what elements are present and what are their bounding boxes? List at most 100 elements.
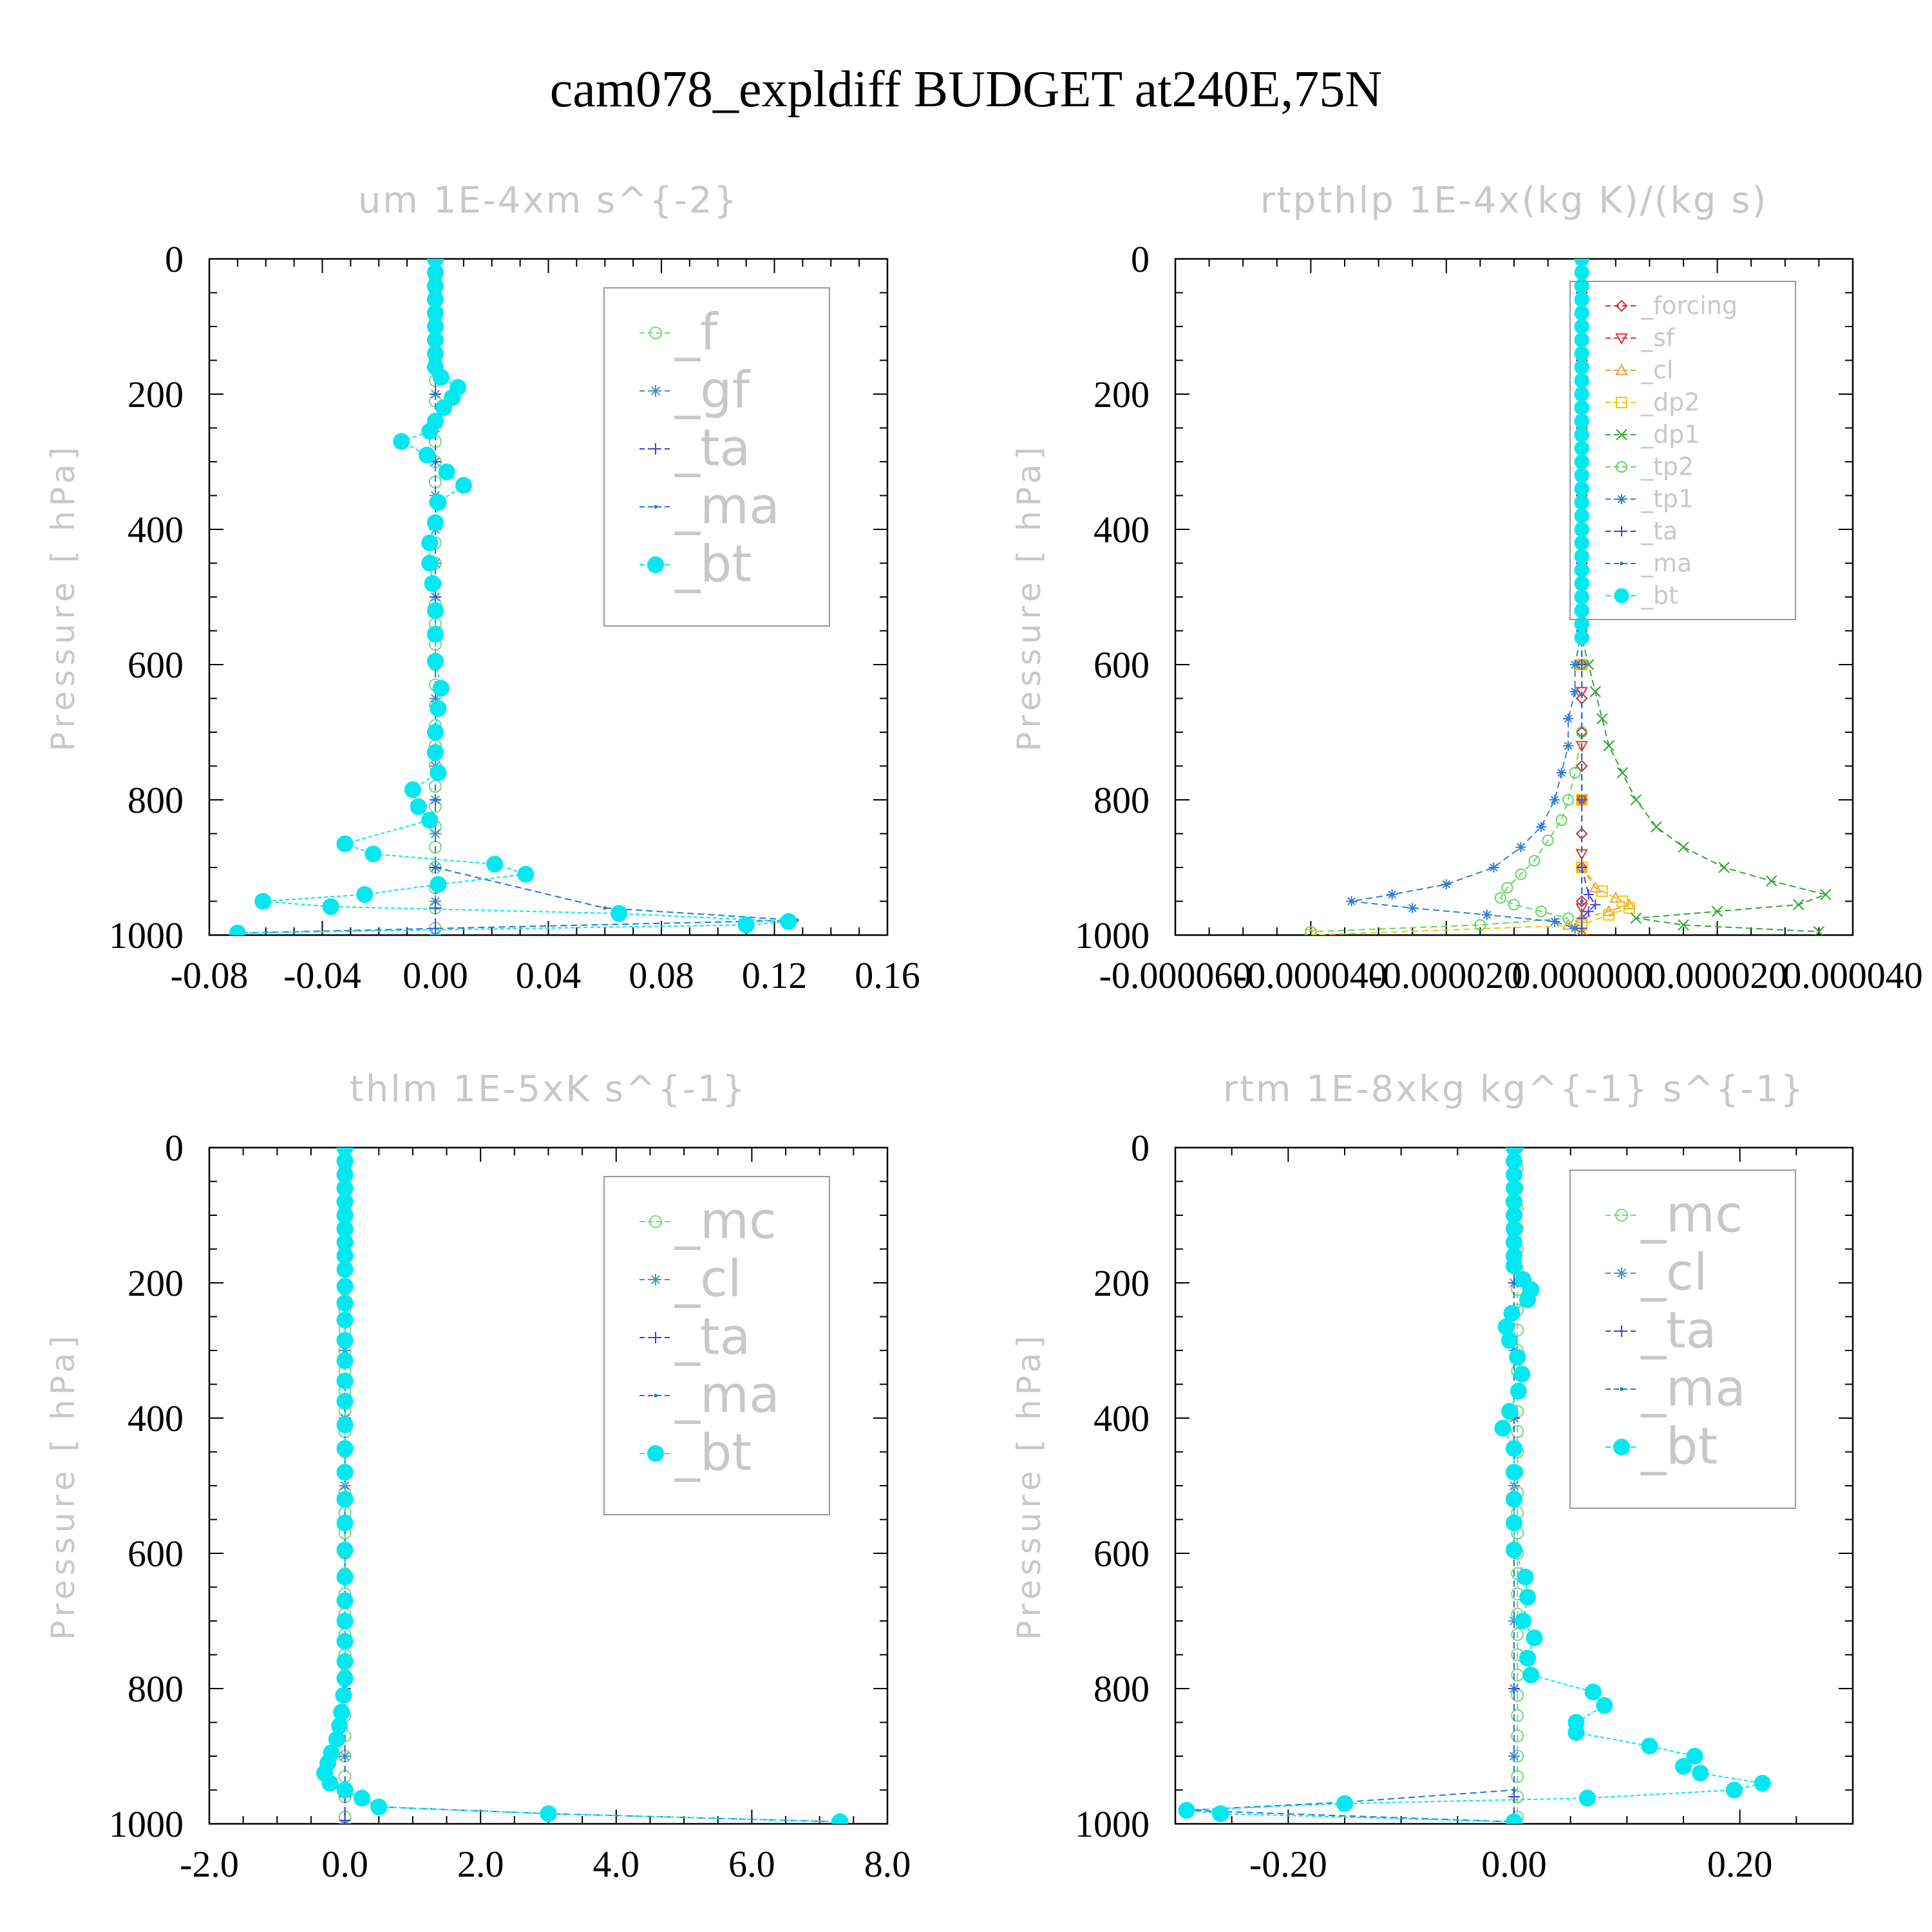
- data-point: [336, 1152, 354, 1170]
- data-point: [432, 368, 450, 386]
- data-point: [1514, 1612, 1532, 1630]
- legend-marker: [654, 1394, 658, 1397]
- data-point: [1692, 1765, 1709, 1782]
- panel-title: um 1E-4xm s^{-2}: [358, 180, 739, 222]
- legend: _f_gf_ta_ma_bt: [603, 287, 830, 627]
- data-point: [336, 1332, 354, 1349]
- data-point: [1569, 767, 1581, 779]
- data-point: [1718, 862, 1730, 873]
- legend-item-ta: _ta: [1605, 1302, 1716, 1360]
- data-point: [1678, 841, 1689, 853]
- data-point: [1508, 1791, 1520, 1803]
- data-point: [336, 1193, 354, 1211]
- data-point: [1549, 916, 1560, 927]
- data-point: [336, 1352, 354, 1369]
- legend-box: [603, 287, 830, 627]
- x-tick-label: 6.0: [728, 1843, 775, 1885]
- data-point: [336, 1392, 354, 1410]
- legend-label: _mc: [674, 1193, 777, 1251]
- data-point: [1651, 821, 1662, 833]
- data-point: [1505, 1206, 1523, 1224]
- legend-item-ma: _ma: [1605, 1360, 1746, 1418]
- data-point: [1574, 373, 1589, 388]
- legend-marker: [1616, 526, 1627, 536]
- data-point: [1512, 1687, 1516, 1690]
- data-point: [393, 433, 410, 450]
- series-ma: [1184, 1148, 1516, 1824]
- data-point: [1505, 1152, 1523, 1170]
- x-tick-label: -0.000020: [1370, 954, 1522, 996]
- legend-item-tp1: _tp1: [1605, 485, 1694, 513]
- y-tick-label: 200: [128, 1262, 184, 1304]
- data-point: [831, 1813, 849, 1824]
- data-point: [1596, 1697, 1613, 1714]
- data-point: [336, 1206, 354, 1224]
- figure-title: cam078_expldiff BUDGET at240E,75N: [550, 61, 1382, 118]
- data-point: [1576, 925, 1587, 935]
- legend-label: _cl: [1640, 356, 1673, 384]
- data-point: [426, 290, 444, 308]
- legend-marker: [1616, 461, 1627, 473]
- data-point: [365, 845, 382, 863]
- data-point: [328, 1730, 346, 1748]
- data-point: [404, 781, 421, 799]
- data-point: [1569, 659, 1580, 670]
- data-point: [540, 1805, 557, 1823]
- legend-marker: [1613, 1438, 1631, 1456]
- y-tick-label: 600: [128, 1533, 184, 1575]
- data-point: [370, 1798, 388, 1815]
- chart-panel-3: thlm 1E-5xK s^{-1} Pressure [ hPa] 0 200 400…: [44, 1068, 911, 1885]
- data-point: [1574, 481, 1589, 497]
- data-point: [336, 1416, 354, 1434]
- series-line: [1186, 1148, 1515, 1823]
- legend-item-forcing: _forcing: [1605, 292, 1738, 320]
- data-point: [1602, 905, 1615, 916]
- data-point: [780, 913, 797, 931]
- data-point: [426, 601, 444, 620]
- data-point: [336, 1233, 354, 1251]
- y-tick-label: 0: [1131, 238, 1150, 280]
- data-point: [1503, 1305, 1520, 1322]
- chart-panel-1: um 1E-4xm s^{-2} Pressure [ hPa] 0 200 400 60…: [44, 180, 920, 996]
- legend-box: [603, 1176, 830, 1515]
- data-point: [1574, 495, 1589, 510]
- data-point: [339, 1814, 351, 1824]
- legend-item-gf: _gf: [639, 362, 751, 420]
- x-tick-label: 0.0: [321, 1843, 368, 1885]
- data-point: [1519, 1589, 1537, 1606]
- series-bt: [229, 259, 797, 935]
- data-point: [336, 1311, 354, 1329]
- y-tick-label: 1000: [109, 914, 184, 956]
- legend-item-cl: _cl: [639, 1251, 742, 1309]
- data-point: [1623, 898, 1636, 910]
- data-point: [1505, 1179, 1523, 1197]
- legend-marker: [1616, 1325, 1627, 1337]
- data-point: [1346, 896, 1357, 907]
- x-tick-label: 0.20: [1707, 1843, 1773, 1885]
- y-tick-label: 400: [128, 509, 184, 551]
- data-point: [336, 1247, 354, 1265]
- data-point: [430, 876, 447, 893]
- data-point: [1494, 1419, 1511, 1437]
- data-point: [1574, 468, 1589, 483]
- legend-label: _ma: [1640, 1360, 1746, 1418]
- x-tick-label: 2.0: [457, 1843, 504, 1885]
- data-point: [1569, 687, 1580, 697]
- data-point: [1574, 386, 1589, 402]
- legend-marker: [1614, 588, 1629, 603]
- data-point: [1574, 292, 1589, 307]
- data-point: [1505, 1257, 1523, 1274]
- legend-marker: [650, 443, 661, 455]
- data-point: [1511, 1770, 1524, 1783]
- y-tick-label: 400: [1094, 1397, 1150, 1439]
- data-point: [1511, 1425, 1524, 1438]
- data-point: [1305, 925, 1317, 935]
- legend-box: [1569, 1170, 1796, 1509]
- legend-item-f: _f: [639, 304, 719, 362]
- data-point: [1488, 862, 1499, 873]
- data-point: [336, 1278, 354, 1295]
- legend-marker: [654, 505, 658, 509]
- data-point: [438, 463, 455, 480]
- data-point: [1574, 265, 1589, 280]
- data-point: [1575, 760, 1588, 772]
